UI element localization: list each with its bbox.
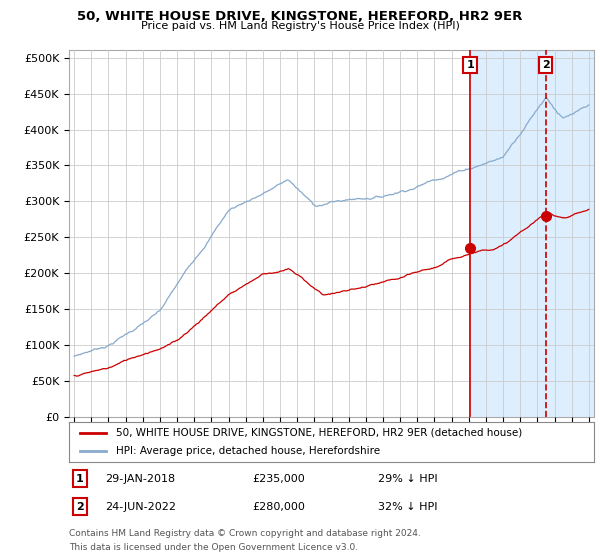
Text: £235,000: £235,000 [252,474,305,484]
Text: 1: 1 [76,474,83,484]
Text: 50, WHITE HOUSE DRIVE, KINGSTONE, HEREFORD, HR2 9ER: 50, WHITE HOUSE DRIVE, KINGSTONE, HEREFO… [77,10,523,23]
Bar [470,50,594,417]
Text: £280,000: £280,000 [252,502,305,512]
Text: This data is licensed under the Open Government Licence v3.0.: This data is licensed under the Open Gov… [69,543,358,552]
Text: 2: 2 [76,502,83,512]
Text: Contains HM Land Registry data © Crown copyright and database right 2024.: Contains HM Land Registry data © Crown c… [69,529,421,538]
Text: 24-JUN-2022: 24-JUN-2022 [105,502,176,512]
Text: 50, WHITE HOUSE DRIVE, KINGSTONE, HEREFORD, HR2 9ER (detached house): 50, WHITE HOUSE DRIVE, KINGSTONE, HEREFO… [116,428,523,438]
Text: HPI: Average price, detached house, Herefordshire: HPI: Average price, detached house, Here… [116,446,380,456]
Text: 2: 2 [542,60,550,70]
Text: 1: 1 [466,60,474,70]
Text: Price paid vs. HM Land Registry's House Price Index (HPI): Price paid vs. HM Land Registry's House … [140,21,460,31]
Text: 29% ↓ HPI: 29% ↓ HPI [378,474,437,484]
Text: 32% ↓ HPI: 32% ↓ HPI [378,502,437,512]
Text: 29-JAN-2018: 29-JAN-2018 [105,474,175,484]
